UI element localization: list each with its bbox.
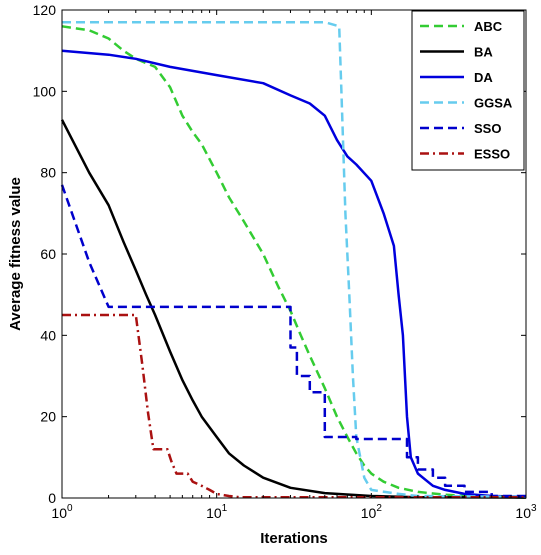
y-tick-label: 100 [33, 83, 57, 99]
y-tick-label: 120 [33, 2, 57, 18]
series-layer [60, 20, 527, 499]
legend-label-esso: ESSO [474, 147, 510, 162]
x-tick-label: 100 [51, 503, 73, 521]
legend: ABC BA DA GGSA SSO ESSO [411, 10, 525, 171]
legend-label-abc: ABC [474, 19, 503, 34]
series-line-da [61, 49, 527, 499]
y-tick-label: 40 [40, 327, 56, 343]
x-axis-label: Iterations [260, 530, 328, 547]
y-tick-label: 80 [40, 165, 56, 181]
legend-label-sso: SSO [474, 121, 501, 136]
series-line-esso [62, 313, 526, 499]
x-tick-label: 101 [206, 503, 228, 521]
x-tick-label: 102 [361, 503, 383, 521]
series-line-ggsa [62, 20, 527, 499]
legend-box [411, 10, 525, 171]
series-line-sso [60, 184, 526, 498]
legend-label-ba: BA [474, 45, 493, 60]
y-tick-label: 60 [40, 246, 56, 262]
ticks-layer: 0 20 40 60 80 100 120 100 101 102 103 [33, 2, 537, 521]
y-tick-label: 20 [40, 409, 56, 425]
y-tick-label: 0 [48, 490, 56, 506]
series-line-ba [60, 119, 527, 499]
x-tick-label: 103 [515, 503, 537, 521]
series-line-abc [61, 25, 527, 499]
legend-label-ggsa: GGSA [474, 96, 513, 111]
y-axis-label: Average fitness value [7, 177, 24, 331]
legend-label-da: DA [474, 70, 493, 85]
